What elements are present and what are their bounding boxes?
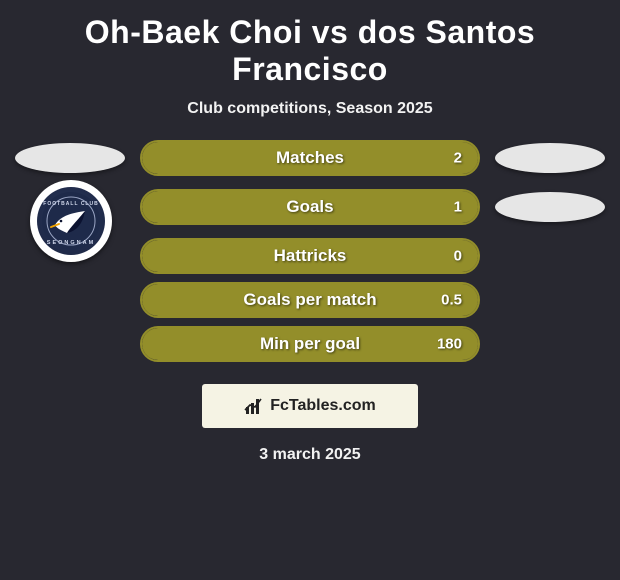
stat-label: Goals per match — [243, 290, 376, 310]
stat-bar-goals: Goals 1 — [140, 189, 480, 225]
right-slot — [480, 192, 620, 222]
stat-value: 0 — [454, 248, 462, 265]
player-photo-placeholder — [495, 192, 605, 222]
stat-row: Min per goal 180 — [0, 322, 620, 366]
stat-row: Matches 2 — [0, 136, 620, 180]
comparison-card: Oh-Baek Choi vs dos Santos Francisco Clu… — [0, 0, 620, 464]
club-logo-inner: FOOTBALL CLUB SEONGNAM — [37, 187, 105, 255]
magpie-icon: FOOTBALL CLUB SEONGNAM — [41, 191, 101, 251]
stat-bar-gpm: Goals per match 0.5 — [140, 282, 480, 318]
page-title: Oh-Baek Choi vs dos Santos Francisco — [0, 0, 620, 94]
subtitle: Club competitions, Season 2025 — [0, 94, 620, 136]
branding-text: FcTables.com — [270, 397, 376, 415]
bar-chart-icon — [244, 396, 264, 416]
club-logo-seongnam: FOOTBALL CLUB SEONGNAM — [30, 180, 112, 262]
left-slot — [0, 143, 140, 173]
stat-value: 2 — [454, 150, 462, 167]
player-photo-placeholder — [495, 143, 605, 173]
stat-row: Goals per match 0.5 — [0, 278, 620, 322]
svg-text:SEONGNAM: SEONGNAM — [47, 240, 95, 246]
stat-value: 180 — [437, 336, 462, 353]
stat-bar-mpg: Min per goal 180 — [140, 326, 480, 362]
player-photo-placeholder — [15, 143, 125, 173]
stat-label: Goals — [286, 197, 333, 217]
stat-label: Hattricks — [274, 246, 347, 266]
svg-text:FOOTBALL CLUB: FOOTBALL CLUB — [43, 201, 98, 207]
stat-value: 1 — [454, 199, 462, 216]
stat-label: Matches — [276, 148, 344, 168]
date-text: 3 march 2025 — [0, 428, 620, 464]
stat-label: Min per goal — [260, 334, 360, 354]
stat-bar-hattricks: Hattricks 0 — [140, 238, 480, 274]
branding-badge[interactable]: FcTables.com — [202, 384, 418, 428]
right-slot — [480, 143, 620, 173]
stat-bar-matches: Matches 2 — [140, 140, 480, 176]
stat-value: 0.5 — [441, 292, 462, 309]
